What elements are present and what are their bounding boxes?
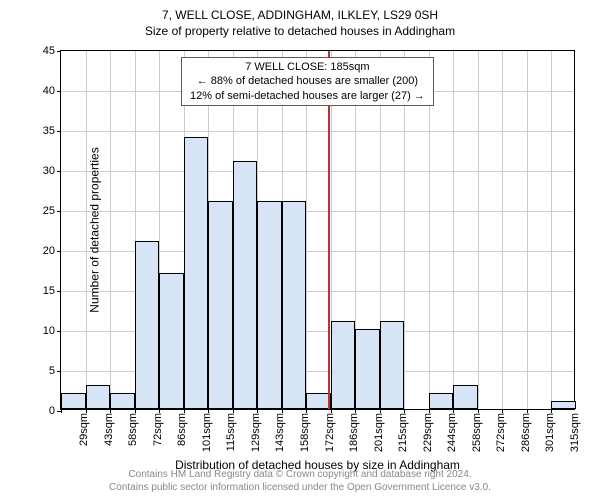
annotation-line2: ← 88% of detached houses are smaller (20… [190,74,425,88]
gridline-h [61,131,574,132]
ytick-label: 10 [43,325,55,337]
chart-area: 05101520253035404529sqm43sqm58sqm72sqm86… [60,50,575,410]
xtick-label: 72sqm [152,413,164,446]
histogram-bar [233,161,258,409]
xtick-label: 229sqm [422,413,434,452]
annotation-line3: 12% of semi-detached houses are larger (… [190,89,425,103]
ytick-label: 40 [43,85,55,97]
ytick-label: 20 [43,245,55,257]
histogram-bar [135,241,160,409]
gridline-v [527,51,528,409]
xtick-label: 286sqm [520,413,532,452]
gridline-v [551,51,552,409]
gridline-v [86,51,87,409]
histogram-bar [208,201,233,409]
histogram-bar [380,321,405,409]
xtick-label: 301sqm [544,413,556,452]
histogram-bar [282,201,307,409]
ytick-label: 35 [43,125,55,137]
histogram-bar [331,321,356,409]
xtick-label: 158sqm [299,413,311,452]
gridline-v [478,51,479,409]
gridline-h [61,171,574,172]
xtick-label: 29sqm [78,413,90,446]
histogram-bar [184,137,209,409]
histogram-bar [110,393,135,409]
title-line2: Size of property relative to detached ho… [0,24,600,40]
xtick-label: 58sqm [127,413,139,446]
histogram-bar [453,385,478,409]
footer-line2: Contains public sector information licen… [0,482,600,495]
annotation-box: 7 WELL CLOSE: 185sqm← 88% of detached ho… [181,57,434,106]
xtick-label: 258sqm [471,413,483,452]
histogram-bar [257,201,282,409]
xtick-label: 315sqm [569,413,581,452]
xtick-label: 215sqm [397,413,409,452]
gridline-h [61,211,574,212]
xtick-label: 201sqm [373,413,385,452]
gridline-v [110,51,111,409]
chart-title-block: 7, WELL CLOSE, ADDINGHAM, ILKLEY, LS29 0… [0,0,600,39]
xtick-label: 129sqm [250,413,262,452]
ytick-label: 15 [43,285,55,297]
gridline-v [502,51,503,409]
plot-region: 05101520253035404529sqm43sqm58sqm72sqm86… [60,50,575,410]
xtick-label: 115sqm [225,413,237,451]
xtick-label: 172sqm [324,413,336,452]
xtick-label: 143sqm [274,413,286,452]
xtick-label: 86sqm [176,413,188,446]
title-line1: 7, WELL CLOSE, ADDINGHAM, ILKLEY, LS29 0… [0,8,600,24]
xtick-label: 43sqm [103,413,115,446]
xtick-label: 244sqm [446,413,458,452]
histogram-bar [429,393,454,409]
histogram-bar [86,385,111,409]
xtick-label: 186sqm [348,413,360,452]
ytick-label: 45 [43,45,55,57]
histogram-bar [61,393,86,409]
ytick-label: 30 [43,165,55,177]
histogram-bar [159,273,184,409]
y-axis-label: Number of detached properties [88,147,102,312]
xtick-label: 272sqm [495,413,507,452]
histogram-bar [551,401,576,409]
ytick-label: 0 [49,405,55,417]
xtick-label: 101sqm [201,413,213,452]
footer-attribution: Contains HM Land Registry data © Crown c… [0,469,600,494]
annotation-line1: 7 WELL CLOSE: 185sqm [190,60,425,74]
histogram-bar [306,393,331,409]
ytick-label: 5 [49,365,55,377]
gridline-v [453,51,454,409]
histogram-bar [355,329,380,409]
footer-line1: Contains HM Land Registry data © Crown c… [0,469,600,482]
ytick-label: 25 [43,205,55,217]
